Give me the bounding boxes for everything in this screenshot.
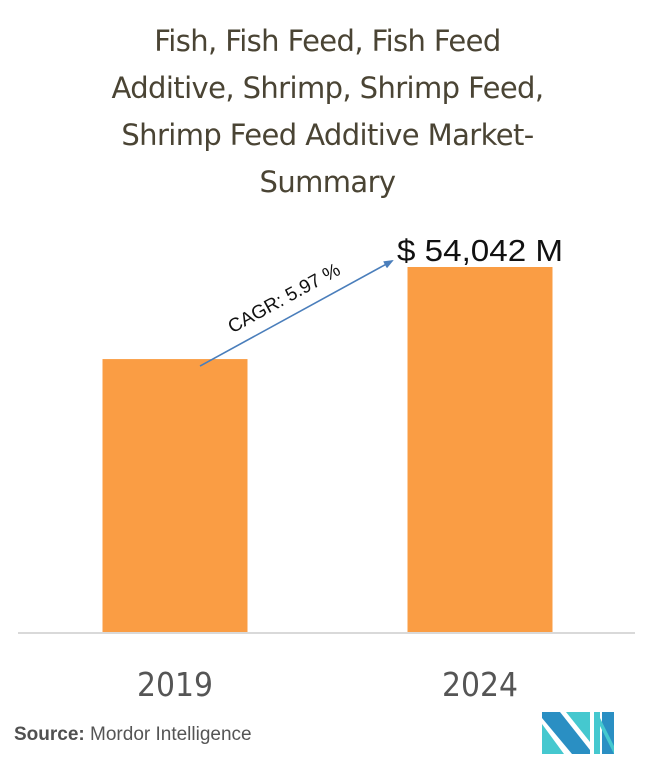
x-tick-label: 2019 bbox=[137, 665, 213, 704]
source-text: Mordor Intelligence bbox=[90, 724, 252, 745]
title-line: Summary bbox=[259, 165, 397, 199]
chart-title: Fish, Fish Feed, Fish Feed Additive, Shr… bbox=[60, 18, 595, 206]
title-line: Fish, Fish Feed, Fish Feed bbox=[154, 24, 501, 58]
logo-shape bbox=[600, 718, 614, 754]
bar-2024 bbox=[407, 267, 553, 633]
logo-shape bbox=[542, 724, 564, 754]
data-label: $ 54,042 M bbox=[397, 233, 563, 268]
title-line: Additive, Shrimp, Shrimp Feed, bbox=[111, 71, 545, 105]
source-label: Source: bbox=[14, 724, 85, 745]
x-tick-label: 2024 bbox=[442, 665, 518, 704]
title-line: Shrimp Feed Additive Market- bbox=[121, 118, 534, 152]
mordor-intelligence-logo-icon bbox=[542, 712, 614, 754]
cagr-arrow bbox=[199, 260, 394, 367]
logo-shape bbox=[542, 712, 590, 754]
logo-shape bbox=[566, 712, 590, 742]
cagr-label: CAGR: 5.97 % bbox=[225, 260, 344, 338]
source-note: Source: Mordor Intelligence bbox=[14, 724, 252, 746]
logo-shape bbox=[594, 712, 600, 754]
bar-2019 bbox=[102, 359, 248, 633]
